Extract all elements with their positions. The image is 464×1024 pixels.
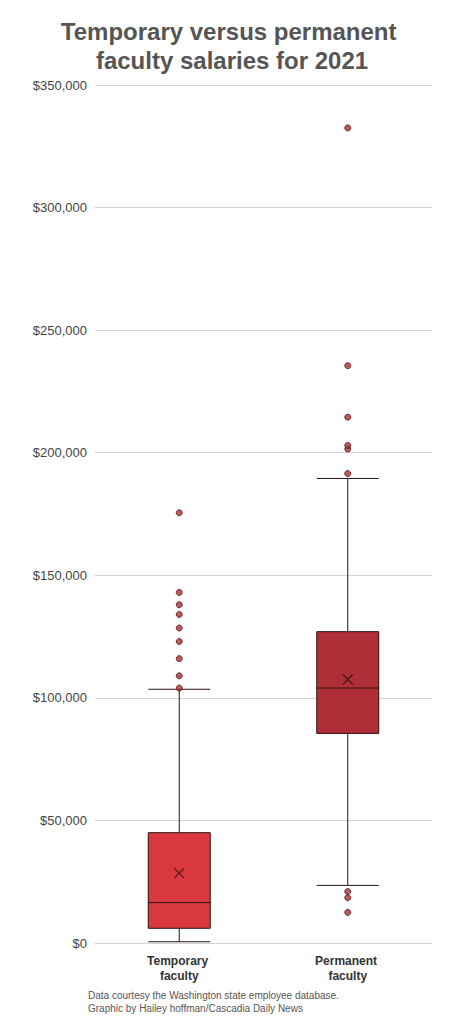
svg-text:Temporary versus permanent: Temporary versus permanent: [61, 18, 403, 45]
svg-text:faculty: faculty: [328, 969, 367, 983]
svg-text:faculty: faculty: [160, 969, 199, 983]
svg-text:$300,000: $300,000: [33, 200, 87, 215]
svg-text:$200,000: $200,000: [33, 445, 87, 460]
svg-text:Data courtesy the Washington s: Data courtesy the Washington state emplo…: [88, 990, 339, 1001]
svg-text:Graphic by Hailey hoffman/Casc: Graphic by Hailey hoffman/Cascadia Daily…: [88, 1003, 303, 1014]
svg-text:$50,000: $50,000: [40, 813, 87, 828]
svg-text:faculty salaries for 2021: faculty salaries for 2021: [96, 47, 368, 74]
svg-text:$0: $0: [73, 936, 87, 951]
svg-text:Permanent: Permanent: [315, 954, 380, 968]
svg-text:$350,000: $350,000: [33, 78, 87, 93]
svg-text:$100,000: $100,000: [33, 690, 87, 705]
svg-text:Temporary: Temporary: [147, 954, 211, 968]
svg-text:$150,000: $150,000: [33, 568, 87, 583]
svg-text:$250,000: $250,000: [33, 323, 87, 338]
